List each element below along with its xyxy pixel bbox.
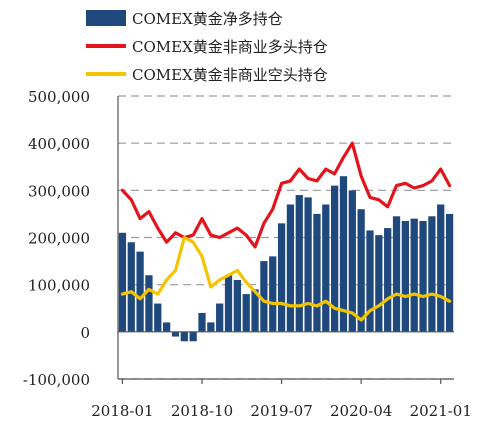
x-tick-label-0: 2018-01 (91, 402, 153, 420)
bar-32 (401, 220, 409, 332)
bar-34 (419, 220, 427, 332)
bar-11 (216, 303, 224, 332)
bar-14 (242, 294, 250, 332)
axes (117, 96, 454, 380)
bar-5 (163, 322, 171, 332)
bar-series (118, 176, 454, 342)
bar-6 (171, 331, 180, 337)
bar-10 (207, 322, 215, 332)
bar-29 (375, 235, 383, 332)
bar-31 (392, 216, 401, 332)
legend-swatch-0 (86, 10, 126, 26)
line-series (120, 141, 452, 322)
y-axis-ticks: -100,000 0 100,000 200,000 300,000 400,000 500… (23, 88, 90, 389)
bar-26 (348, 190, 356, 332)
bar-1 (127, 242, 135, 332)
bar-12 (224, 275, 233, 332)
bar-27 (357, 209, 365, 332)
line-series-1 (120, 235, 452, 322)
legend-label-0: COMEX黄金净多持仓 (132, 10, 283, 28)
bar-20 (295, 195, 303, 332)
bar-18 (277, 223, 286, 332)
y-tick-label-5: 400,000 (28, 135, 90, 153)
y-tick-label-2: 100,000 (28, 277, 90, 295)
y-tick-label-0: -100,000 (23, 371, 90, 389)
bar-35 (428, 216, 436, 332)
x-tick-label-1: 2018-10 (171, 402, 233, 420)
x-axis-ticks: 2018-01 2018-10 2019-07 2020-04 2021-01 (91, 379, 472, 420)
x-tick-label-2: 2019-07 (250, 402, 312, 420)
y-tick-label-1: 0 (80, 324, 90, 342)
bar-36 (437, 204, 445, 332)
legend-label-2: COMEX黄金非商业空头持仓 (132, 66, 328, 84)
y-tick-label-3: 200,000 (28, 230, 90, 248)
bar-24 (331, 185, 339, 332)
bar-9 (198, 312, 206, 332)
bar-19 (286, 204, 295, 332)
bar-23 (322, 204, 330, 332)
bar-30 (384, 228, 392, 332)
bar-4 (154, 303, 162, 332)
bar-17 (269, 256, 277, 332)
bar-22 (313, 213, 321, 332)
bar-13 (233, 279, 241, 332)
line-series-0 (120, 141, 452, 249)
bar-15 (251, 289, 259, 332)
bar-28 (366, 230, 374, 332)
bar-0 (118, 232, 127, 332)
bar-8 (189, 331, 197, 342)
bar-33 (410, 218, 418, 332)
y-tick-label-6: 500,000 (28, 88, 90, 106)
legend-label-1: COMEX黄金非商业多头持仓 (132, 38, 328, 56)
y-tick-label-4: 300,000 (28, 182, 90, 200)
bar-7 (180, 331, 188, 342)
bar-37 (445, 213, 454, 332)
legend: COMEX黄金净多持仓 COMEX黄金非商业多头持仓 COMEX黄金非商业空头持仓 (86, 10, 328, 84)
bar-25 (339, 176, 348, 332)
bar-3 (145, 275, 153, 332)
bar-2 (136, 251, 144, 332)
x-tick-label-3: 2020-04 (330, 402, 392, 420)
bar-21 (304, 197, 312, 332)
bar-16 (260, 261, 268, 332)
x-tick-label-4: 2021-01 (410, 402, 472, 420)
